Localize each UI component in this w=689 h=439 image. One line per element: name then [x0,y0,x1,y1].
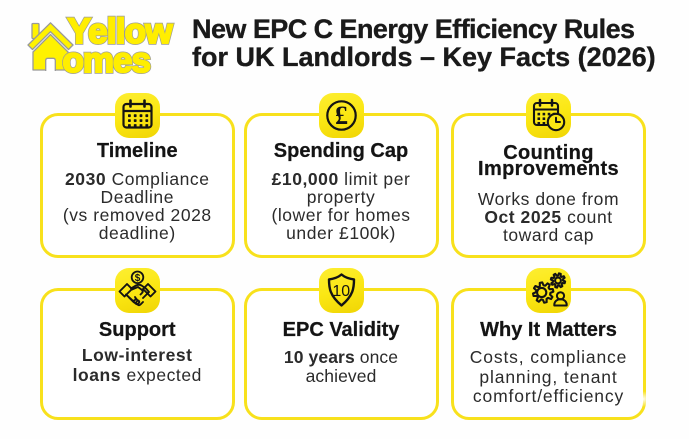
svg-text:10: 10 [332,283,350,300]
svg-text:$: $ [134,272,140,283]
svg-text:£: £ [335,101,348,130]
